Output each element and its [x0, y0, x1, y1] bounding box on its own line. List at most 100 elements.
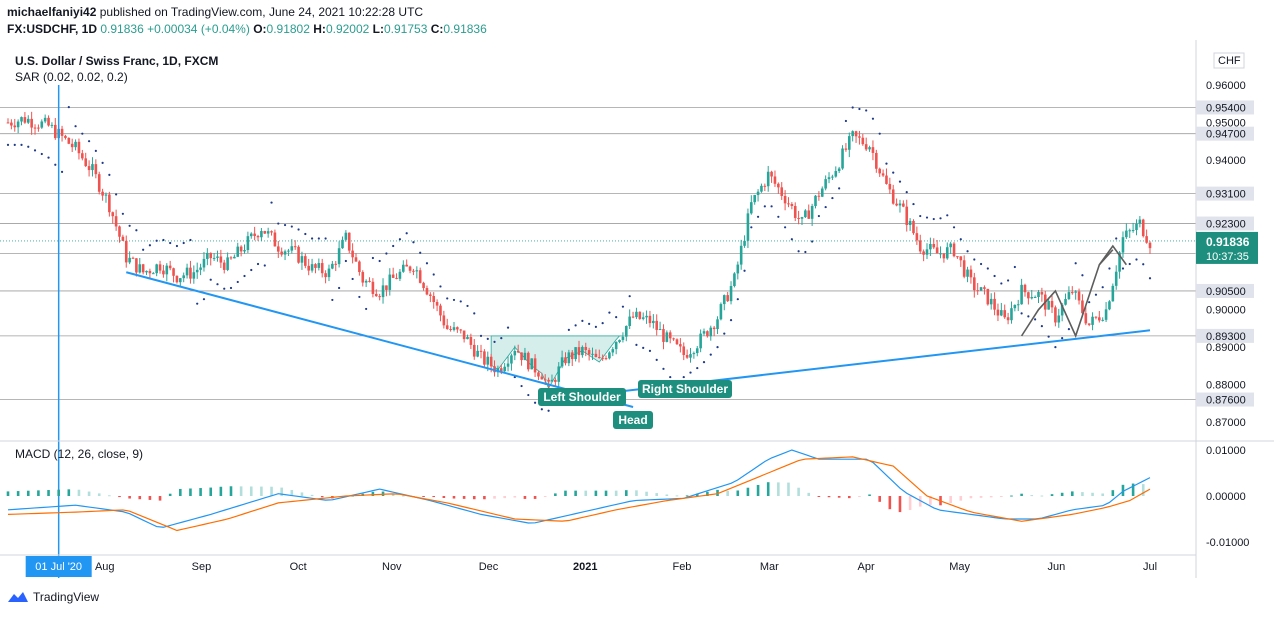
macd-histogram-bar — [391, 494, 395, 496]
macd-histogram-bar — [655, 493, 659, 496]
candle-body — [402, 264, 405, 272]
candle-body — [266, 231, 270, 234]
candle-body — [510, 355, 513, 364]
candle-body — [324, 273, 327, 278]
sar-dot — [1047, 335, 1050, 338]
macd-histogram-bar — [47, 490, 50, 496]
candle-body — [939, 253, 942, 255]
candle-body — [456, 327, 459, 330]
macd-histogram-bar — [229, 486, 233, 496]
candle-body — [702, 331, 706, 334]
zigzag-pattern — [1020, 249, 1114, 339]
candle-body — [837, 168, 841, 172]
macd-histogram-bar — [665, 494, 669, 496]
candle-body — [618, 339, 621, 343]
candle-body — [898, 203, 902, 206]
symbol-label: FX:USDCHF, 1D — [7, 22, 98, 36]
macd-histogram-bar — [148, 496, 152, 500]
level-label: 0.87600 — [1206, 395, 1246, 407]
macd-histogram-bar — [493, 496, 496, 499]
macd-histogram-bar — [300, 492, 304, 496]
candle-body — [986, 288, 990, 305]
tradingview-brand: TradingView — [33, 590, 100, 604]
candle-body — [1135, 223, 1138, 231]
publisher-name[interactable]: michaelfaniyi42 — [7, 5, 97, 19]
sar-dot — [223, 287, 226, 290]
macd-histogram-bar — [1111, 490, 1115, 496]
candle-body — [287, 250, 290, 252]
candle-body — [543, 379, 547, 381]
candle-body — [310, 264, 314, 271]
candle-body — [770, 171, 773, 177]
macd-histogram-bar — [959, 496, 963, 501]
sar-dot — [486, 337, 489, 340]
macd-histogram-bar — [1040, 495, 1044, 497]
candle-body — [564, 357, 567, 364]
sar-dot — [1108, 267, 1111, 270]
candle-body — [182, 275, 185, 279]
candle-body — [175, 275, 179, 283]
candle-body — [1033, 297, 1037, 299]
candle-body — [1094, 316, 1098, 318]
macd-histogram-bar — [1070, 491, 1074, 496]
candle-body — [445, 325, 449, 329]
sar-dot — [648, 349, 652, 352]
candle-body — [722, 295, 726, 305]
candle-body — [560, 357, 564, 367]
candle-body — [628, 316, 631, 326]
candle-body — [432, 295, 436, 303]
candle-body — [341, 239, 344, 249]
sar-dot — [331, 298, 334, 302]
candle-body — [854, 131, 858, 137]
sar-dot — [608, 311, 611, 314]
sar-dot — [317, 237, 320, 240]
candle-body — [246, 236, 250, 251]
price-axis: CHF 0.96000 0.95000 0.94000 0.90500 0.90000 0.… — [0, 40, 1274, 578]
macd-tick: -0.01000 — [1206, 537, 1249, 549]
candle-body — [895, 203, 898, 206]
macd-histogram-bar — [108, 495, 111, 497]
candle-body — [84, 158, 88, 167]
sar-dot — [81, 132, 84, 135]
sar-dot — [87, 140, 91, 143]
open-label: O: — [253, 22, 267, 36]
candle-body — [368, 280, 371, 282]
candle-body — [1064, 299, 1067, 305]
candle-body — [283, 251, 287, 255]
sar-dot — [473, 312, 476, 315]
candle-body — [418, 270, 422, 283]
sar-dots — [6, 105, 1152, 412]
tradingview-footer[interactable]: TradingView — [7, 590, 99, 604]
close-value: 0.91836 — [443, 22, 487, 36]
candle-body — [1145, 236, 1148, 243]
open-value: 0.91802 — [266, 22, 310, 36]
macd-histogram-bar — [320, 496, 324, 498]
candle-body — [807, 210, 811, 219]
macd-histogram-bar — [969, 496, 973, 499]
sar-dot — [371, 256, 374, 260]
sar-dot — [1027, 315, 1030, 318]
candle-body — [594, 353, 598, 358]
macd-histogram-bar — [452, 496, 456, 499]
candle-body — [141, 264, 145, 273]
sar-dot — [615, 316, 618, 319]
ohlc-line: FX:USDCHF, 1D 0.91836 +0.00034 (+0.04%) … — [7, 22, 487, 36]
publish-info: michaelfaniyi42 published on TradingView… — [7, 5, 423, 19]
macd-histogram-bar — [766, 482, 770, 496]
sar-dot — [1054, 346, 1057, 349]
left-shoulder-label: Left Shoulder — [543, 390, 621, 404]
candle-body — [604, 358, 608, 360]
candle-body — [435, 302, 439, 306]
candle-body — [591, 353, 594, 355]
candle-body — [922, 251, 925, 255]
candle-body — [60, 128, 64, 136]
macd-histogram-bar — [594, 490, 598, 496]
candle-body — [844, 148, 848, 150]
sar-dot — [662, 367, 665, 370]
candle-body — [641, 317, 645, 319]
candle-body — [719, 304, 723, 320]
candle-body — [179, 278, 182, 283]
macd-histogram-bar — [483, 496, 486, 500]
candle-body — [489, 356, 493, 367]
